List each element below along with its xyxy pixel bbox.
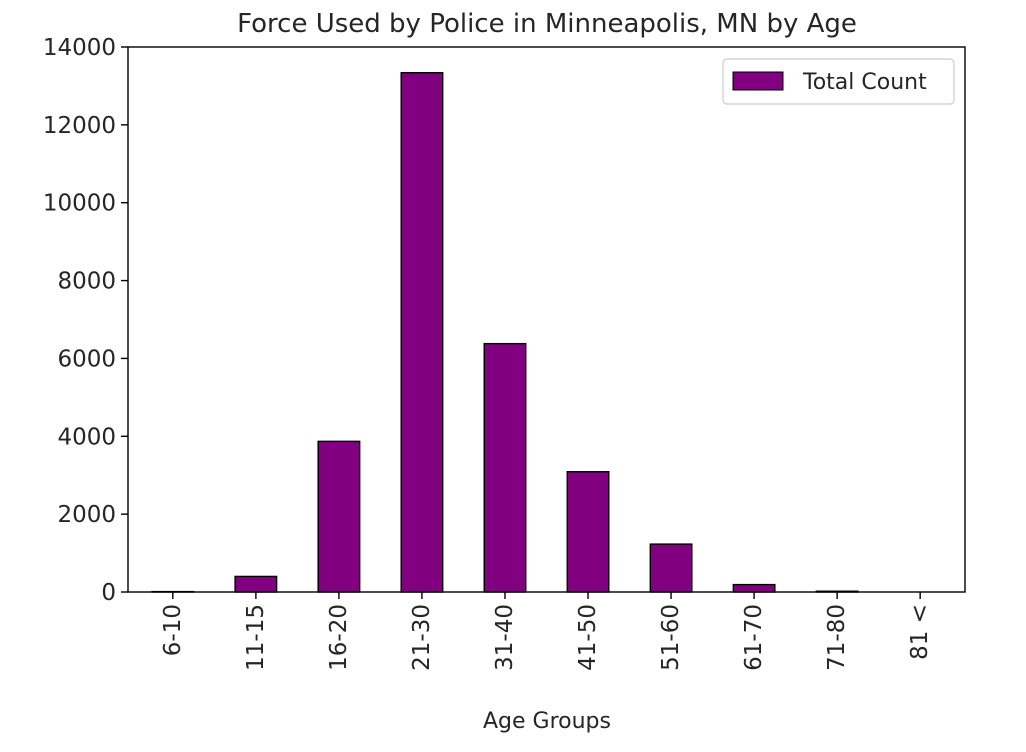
x-axis: 6-10 11-15 16-20 21-30 31-40 41-50 51-60 61-70 7… xyxy=(160,592,933,671)
bars-group xyxy=(151,71,859,593)
x-tick-label: 11-15 xyxy=(243,604,269,671)
bar-16-20 xyxy=(317,440,361,593)
bar-11-15 xyxy=(234,575,278,593)
legend-swatch xyxy=(732,71,784,91)
x-tick-label: 31-40 xyxy=(492,604,518,671)
bar-31-40 xyxy=(483,342,527,593)
x-tick-label: 51-60 xyxy=(658,604,684,671)
bar-41-50 xyxy=(566,471,610,593)
x-tick-label: 81 < xyxy=(907,604,933,660)
y-axis: 0 2000 4000 6000 8000 10000 12000 14000 xyxy=(43,35,128,606)
y-tick-label: 8000 xyxy=(57,269,116,295)
x-tick-label: 61-70 xyxy=(741,604,767,671)
y-tick-label: 12000 xyxy=(43,113,116,139)
y-tick-label: 0 xyxy=(101,580,116,606)
x-tick-label: 71-80 xyxy=(824,604,850,671)
y-tick-label: 4000 xyxy=(57,424,116,450)
x-tick-label: 6-10 xyxy=(160,604,186,656)
x-tick-label: 21-30 xyxy=(409,604,435,671)
bar-51-60 xyxy=(649,543,693,593)
y-tick-label: 10000 xyxy=(43,191,116,217)
bar-21-30 xyxy=(400,71,444,593)
legend-box xyxy=(722,58,955,105)
y-tick-label: 6000 xyxy=(57,346,116,372)
x-tick-label: 41-50 xyxy=(575,604,601,671)
legend: Total Count xyxy=(722,58,955,105)
plot-frame xyxy=(127,46,966,593)
x-tick-label: 16-20 xyxy=(326,604,352,671)
legend-label: Total Count xyxy=(802,70,927,95)
y-tick-label: 14000 xyxy=(43,35,116,61)
chart-title: Force Used by Police in Minneapolis, MN … xyxy=(237,9,857,39)
y-tick-label: 2000 xyxy=(57,502,116,528)
x-axis-label: Age Groups xyxy=(483,709,611,734)
bar-61-70 xyxy=(732,583,776,593)
